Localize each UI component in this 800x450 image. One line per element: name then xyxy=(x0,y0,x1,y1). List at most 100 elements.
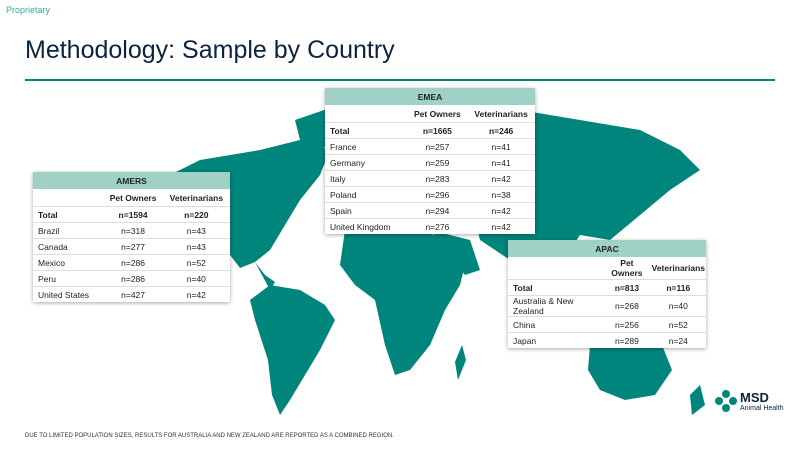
table-cell: United States xyxy=(33,286,104,302)
column-header xyxy=(33,189,103,207)
table-cell: n=289 xyxy=(603,332,651,348)
table-cell: n=246 xyxy=(467,122,535,139)
table-cell: n=286 xyxy=(103,254,163,271)
table-cell: n=38 xyxy=(467,186,535,203)
table-cell: n=1594 xyxy=(103,206,163,223)
table-row: United Kingdom n=276 n=42 xyxy=(325,218,535,234)
table-cell: n=427 xyxy=(103,286,163,302)
table-cell: n=42 xyxy=(162,286,230,302)
table-row: United States n=427 n=42 xyxy=(33,286,230,302)
title-rule xyxy=(25,79,775,81)
table-row: Germany n=259 n=41 xyxy=(325,154,535,171)
table-cell: United Kingdom xyxy=(325,218,408,234)
table-row: China n=256 n=52 xyxy=(508,316,706,333)
table-row: Brazil n=318 n=43 xyxy=(33,222,230,239)
table-row: Canada n=277 n=43 xyxy=(33,238,230,255)
table-cell: Italy xyxy=(325,170,408,187)
table-cell: n=276 xyxy=(407,218,468,234)
table-cell: Germany xyxy=(325,154,408,171)
table-cell: Japan xyxy=(508,332,604,348)
column-header: Pet Owners xyxy=(109,192,157,203)
region-table: APAC Pet Owners Veterinarians Total n=813 n=1… xyxy=(508,240,706,348)
table-row: Italy n=283 n=42 xyxy=(325,170,535,187)
table-cell: n=40 xyxy=(162,270,230,287)
table-row: Japan n=289 n=24 xyxy=(508,332,706,348)
table-row: Spain n=294 n=42 xyxy=(325,202,535,219)
label: Proprietary xyxy=(6,5,51,15)
column-header: Veterinarians xyxy=(169,192,224,203)
table: AMERS Pet Owners Veterinarians Total n=1594 n… xyxy=(33,172,230,302)
column-header xyxy=(508,257,603,280)
table-cell: France xyxy=(325,138,408,155)
table-cell: n=283 xyxy=(407,170,468,187)
footnote: DUE TO LIMITED POPULATION SIZES, RESULTS… xyxy=(25,433,394,439)
table-row: Poland n=296 n=38 xyxy=(325,186,535,203)
region-table: EMEA Pet Owners Veterinarians Total n=1665 n=… xyxy=(325,88,535,234)
table-cell: n=813 xyxy=(603,279,651,296)
table-cell: n=256 xyxy=(603,316,651,333)
region-row: APAC xyxy=(508,240,706,257)
table-cell: n=116 xyxy=(650,279,706,296)
table-cell: Peru xyxy=(33,270,104,287)
region-header: EMEA xyxy=(325,88,535,105)
title: Methodology: Sample by Country xyxy=(25,36,395,64)
table-cell: n=318 xyxy=(103,222,163,239)
table-cell: n=41 xyxy=(467,138,535,155)
column-header-row: Pet Owners Veterinarians xyxy=(508,257,706,280)
table-cell: Australia & New Zealand xyxy=(508,295,604,317)
table-cell: n=52 xyxy=(650,316,706,333)
column-header: Pet Owners xyxy=(611,258,643,278)
table-cell: n=52 xyxy=(162,254,230,271)
region-header: AMERS xyxy=(33,172,230,189)
table-cell: n=42 xyxy=(467,202,535,219)
region-row: EMEA xyxy=(325,88,535,105)
table-cell: n=220 xyxy=(162,206,230,223)
table-cell: Total xyxy=(33,206,104,223)
column-header-row: Pet Owners Veterinarians xyxy=(33,189,230,207)
table-cell: n=41 xyxy=(467,154,535,171)
table-cell: n=277 xyxy=(103,238,163,255)
table-cell: Canada xyxy=(33,238,104,255)
table-cell: n=40 xyxy=(650,295,706,317)
table-cell: n=42 xyxy=(467,170,535,187)
table-cell: Brazil xyxy=(33,222,104,239)
table: EMEA Pet Owners Veterinarians Total n=1665 n=… xyxy=(325,88,535,234)
table-cell: n=296 xyxy=(407,186,468,203)
table-row: Total n=1665 n=246 xyxy=(325,122,535,139)
column-header: Veterinarians xyxy=(651,263,705,273)
table-cell: Mexico xyxy=(33,254,104,271)
table-cell: n=268 xyxy=(603,295,651,317)
column-header xyxy=(325,105,408,123)
logo: MSD Animal Health xyxy=(715,390,784,412)
table-row: France n=257 n=41 xyxy=(325,138,535,155)
table-cell: n=286 xyxy=(103,270,163,287)
table-cell: n=43 xyxy=(162,238,230,255)
table-cell: n=294 xyxy=(407,202,468,219)
table-cell: n=1665 xyxy=(407,122,468,139)
table-cell: n=43 xyxy=(162,222,230,239)
table-cell: China xyxy=(508,316,604,333)
logo-subtitle: Animal Health xyxy=(740,405,784,412)
table-cell: n=42 xyxy=(467,218,535,234)
table-row: Peru n=286 n=40 xyxy=(33,270,230,287)
table-cell: Poland xyxy=(325,186,408,203)
region-row: AMERS xyxy=(33,172,230,189)
region-table: AMERS Pet Owners Veterinarians Total n=1594 n… xyxy=(33,172,230,302)
table-row: Total n=1594 n=220 xyxy=(33,206,230,223)
table-cell: n=24 xyxy=(650,332,706,348)
table-row: Mexico n=286 n=52 xyxy=(33,254,230,271)
column-header-row: Pet Owners Veterinarians xyxy=(325,105,535,123)
column-header: Pet Owners xyxy=(413,108,461,119)
table-cell: Spain xyxy=(325,202,408,219)
table-cell: Total xyxy=(508,279,604,296)
table-row: Total n=813 n=116 xyxy=(508,279,706,296)
logo-name: MSD xyxy=(740,390,769,405)
column-header: Veterinarians xyxy=(474,108,528,119)
table: APAC Pet Owners Veterinarians Total n=813 n=1… xyxy=(508,240,706,348)
table-row: Australia & New Zealand n=268 n=40 xyxy=(508,295,706,317)
table-cell: n=257 xyxy=(407,138,468,155)
region-header: APAC xyxy=(508,240,706,257)
table-cell: Total xyxy=(325,122,408,139)
logo-icon xyxy=(715,390,737,412)
